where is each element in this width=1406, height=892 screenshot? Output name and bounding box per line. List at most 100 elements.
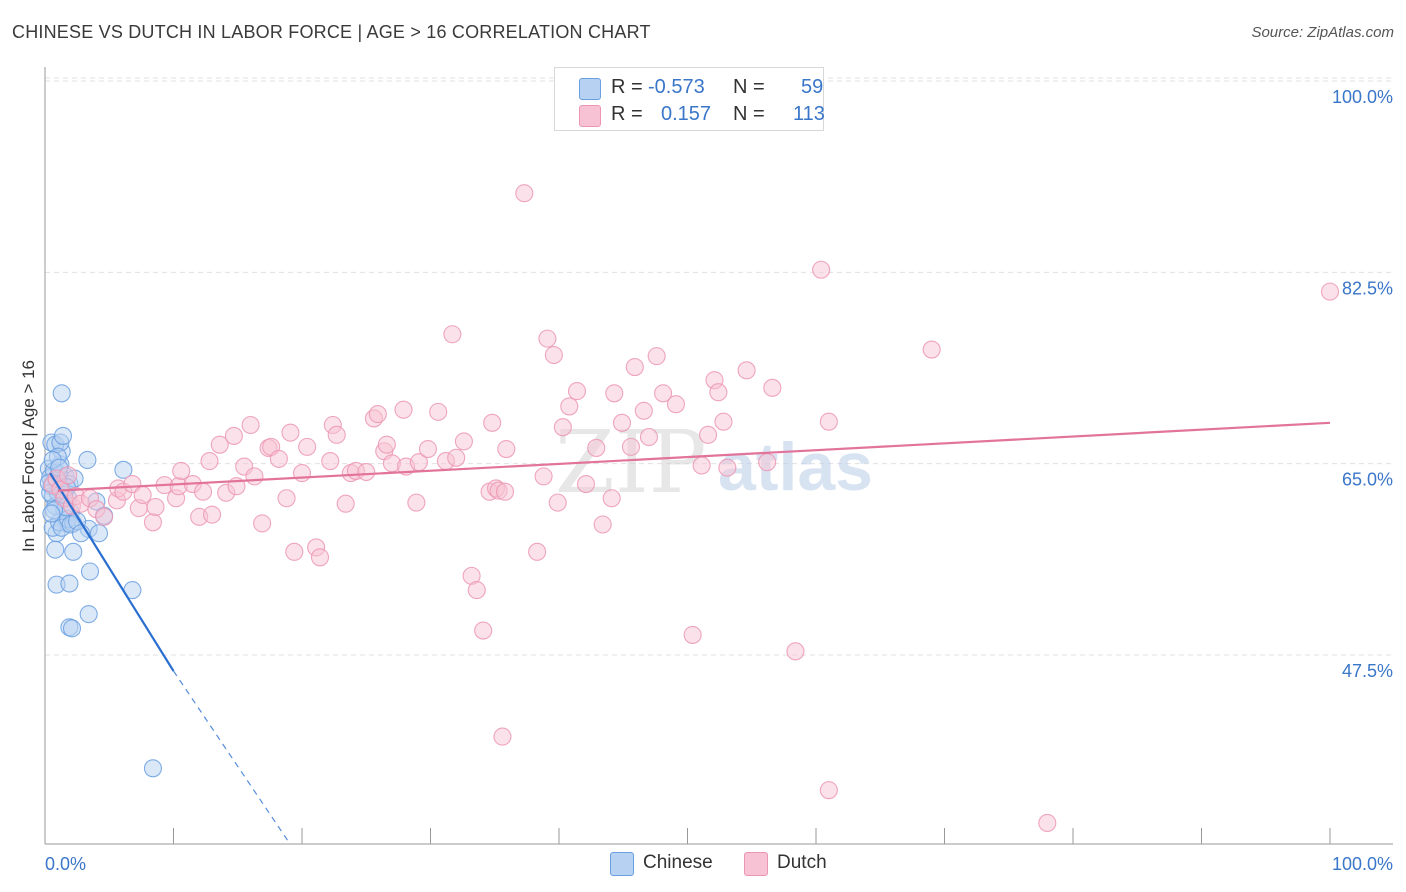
dutch-trend-line <box>57 421 1331 492</box>
chinese-point <box>78 450 97 470</box>
dutch-point <box>172 461 191 480</box>
dutch-point <box>495 482 515 501</box>
chinese-point <box>62 619 82 638</box>
dutch-point <box>292 464 312 483</box>
dutch-point <box>812 260 831 279</box>
dutch-point <box>285 542 304 561</box>
dutch-point <box>714 412 733 431</box>
chinese-legend-swatch <box>610 852 634 876</box>
dutch-point <box>447 448 466 467</box>
dutch-point <box>200 452 219 471</box>
dutch-point <box>515 184 534 203</box>
dutch-point <box>133 485 152 505</box>
dutch-point <box>819 781 838 800</box>
y-tick-label: 100.0% <box>1332 87 1393 107</box>
dutch-point <box>203 505 222 524</box>
dutch-point <box>443 325 462 344</box>
dutch-point <box>692 456 711 475</box>
dutch-point <box>758 453 777 472</box>
n-value-dutch: 113 <box>793 103 825 125</box>
dutch-point <box>194 482 213 501</box>
chinese-point <box>79 605 98 624</box>
watermark-atlas: atlas <box>718 429 873 505</box>
dutch-point <box>639 427 659 447</box>
dutch-point <box>593 515 612 534</box>
chinese-point <box>42 504 61 523</box>
dutch-point <box>146 497 165 517</box>
dutch-point <box>786 642 805 661</box>
chinese-point <box>143 759 162 778</box>
dutch-swatch <box>579 105 601 127</box>
dutch-point <box>528 542 547 561</box>
r-label: R = <box>611 103 643 125</box>
dutch-point <box>394 400 413 419</box>
dutch-point <box>560 397 579 416</box>
dutch-point <box>336 494 355 513</box>
dutch-point <box>429 402 448 421</box>
y-tick-label: 82.5% <box>1342 278 1393 298</box>
dutch-point <box>245 467 264 486</box>
dutch-point <box>605 384 624 403</box>
dutch-point <box>737 361 756 380</box>
dutch-point <box>298 437 317 456</box>
dutch-point <box>576 474 596 494</box>
x-tick-label: 100.0% <box>1332 854 1393 874</box>
dutch-point <box>699 425 718 444</box>
chinese-point <box>80 562 100 581</box>
grid-lines <box>45 77 1393 656</box>
chinese-point <box>52 384 71 403</box>
dutch-point <box>281 423 300 442</box>
dutch-legend-label: Dutch <box>777 852 827 873</box>
r-value-dutch: 0.157 <box>661 103 712 125</box>
dutch-point <box>602 489 621 508</box>
dutch-point <box>327 425 346 444</box>
dutch-point <box>253 514 272 533</box>
dutch-point <box>210 435 229 454</box>
dutch-point <box>269 449 288 468</box>
dutch-point <box>143 513 162 532</box>
dutch-point <box>553 418 572 437</box>
chinese-legend-label: Chinese <box>643 852 713 873</box>
dutch-point <box>548 493 567 512</box>
dutch-point <box>647 347 666 366</box>
dutch-point <box>474 621 493 640</box>
dutch-point <box>1038 813 1057 833</box>
trend-lines <box>49 421 1331 843</box>
chinese-point <box>53 426 73 445</box>
chart-source: Source: ZipAtlas.com <box>1251 24 1394 41</box>
y-tick-label: 65.0% <box>1342 470 1393 490</box>
dutch-point <box>634 401 653 420</box>
dutch-point <box>621 437 641 456</box>
dutch-point <box>454 432 473 451</box>
dutch-point <box>544 345 563 365</box>
dutch-point <box>493 727 512 746</box>
chinese-point <box>114 460 133 479</box>
stats-legend: R = -0.573 N = 59 R = 0.157 N = 113 <box>554 67 825 131</box>
chart-title: CHINESE VS DUTCH IN LABOR FORCE | AGE > … <box>12 22 651 42</box>
x-tick-label: 0.0% <box>45 854 86 874</box>
chinese-point <box>46 540 65 559</box>
dutch-point <box>922 340 941 359</box>
n-label: N = <box>733 76 765 98</box>
dutch-point <box>567 382 587 401</box>
dutch-legend-swatch <box>744 852 768 876</box>
chinese-point <box>60 574 79 593</box>
dutch-point <box>418 440 437 459</box>
dutch-point <box>59 466 78 485</box>
dutch-point <box>1320 282 1340 301</box>
dutch-point <box>612 413 632 432</box>
dutch-point <box>368 405 387 424</box>
dutch-point <box>310 548 330 567</box>
dutch-point <box>683 625 702 644</box>
y-tick-label: 47.5% <box>1342 661 1393 681</box>
n-label: N = <box>733 103 765 125</box>
dutch-point <box>534 467 553 486</box>
dutch-point <box>625 358 644 377</box>
dutch-point <box>654 384 673 403</box>
dutch-point <box>224 426 243 445</box>
dutch-point <box>763 378 782 397</box>
dutch-point <box>666 395 685 414</box>
dutch-point <box>819 412 838 431</box>
tick-labels: 47.5% 65.0% 82.5% 100.0% 0.0% 100.0% <box>45 87 1393 874</box>
